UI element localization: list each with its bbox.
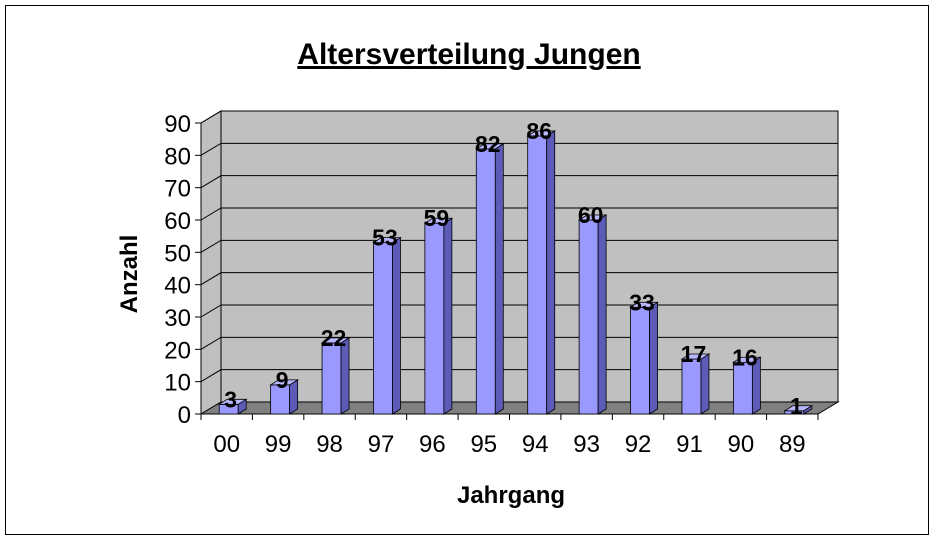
bar-top [269,379,300,386]
data-label: 3 [224,386,237,412]
gridline [200,175,838,189]
bar-top [217,398,248,405]
x-tick-label: 90 [728,431,755,458]
bar-top [783,405,814,412]
bar [372,236,402,415]
y-axis: 0 10 20 30 40 50 60 70 80 90 [164,111,202,429]
bar [217,398,248,415]
data-label: 33 [629,289,655,315]
chart-frame: 0 10 20 30 40 50 60 70 80 90 00 99 98 97 96 95 94 93 92 91… [5,5,929,535]
x-tick-label: 91 [676,431,703,458]
data-label: 53 [372,225,398,251]
data-label: 16 [732,344,758,370]
y-tick-label: 10 [164,370,191,397]
x-axis-title: Jahrgang [457,482,565,509]
bar [269,379,300,415]
y-tick-label: 60 [164,208,191,235]
bar-front [681,358,702,415]
bar-front [527,135,548,415]
bar-top [680,353,711,360]
bar [320,337,351,415]
bar-top [423,217,454,224]
bar-top [526,130,557,137]
x-tick-label: 99 [265,431,292,458]
y-tick-label: 80 [164,143,191,170]
bar-side [494,143,504,415]
bar-side [289,379,299,415]
data-label: 86 [526,118,552,144]
bar-front [630,306,650,415]
bar-top [474,143,505,150]
bar-front [578,219,599,415]
bar [577,214,608,415]
y-axis-title: Anzahl [116,235,143,314]
side-wall [200,110,222,415]
bar-front [475,148,496,415]
bar-side [392,236,401,415]
bar-front [373,242,393,415]
bar-top [372,237,402,244]
bar-top [577,214,608,221]
data-label: 60 [578,202,604,228]
x-tick-label: 89 [779,431,806,458]
data-label: 82 [475,131,501,157]
x-tick-label: 98 [316,431,343,458]
data-labels: 3 9 22 53 59 82 86 60 33 17 16 1 [224,118,803,419]
x-tick-label: 97 [368,431,395,458]
x-tick-label: 00 [213,431,240,458]
bar [423,217,454,415]
x-tick-label: 94 [522,431,549,458]
bars [217,130,814,415]
gridline [200,272,838,286]
data-label: 9 [276,367,289,393]
x-tick-label: 95 [470,431,497,458]
bar [474,143,505,415]
data-label: 1 [790,393,803,419]
x-axis: 00 99 98 97 96 95 94 93 92 91 90 89 [200,413,819,458]
bar [629,301,659,415]
data-label: 59 [424,205,450,231]
x-tick-label: 93 [573,431,600,458]
bar-front [424,222,445,415]
bar-top [731,356,762,363]
y-tick-label: 50 [164,240,191,267]
y-tick-label: 0 [178,402,191,429]
y-tick-label: 40 [164,273,191,300]
gridlines [200,110,838,383]
y-tick-label: 70 [164,176,191,203]
gridline [200,110,838,124]
gridline [200,207,838,221]
bar-side [546,130,556,415]
data-label: 17 [681,341,707,367]
x-tick-label: 96 [419,431,446,458]
bar-side [443,217,453,415]
bar-side [597,214,607,415]
y-tick-label: 30 [164,305,191,332]
x-tick-label: 92 [625,431,652,458]
bar-side [649,301,658,415]
bar [731,356,762,415]
gridline [200,239,838,253]
gridline [200,304,838,318]
gridline [200,142,838,156]
bar-top [629,301,659,308]
y-tick-label: 20 [164,337,191,364]
bar [783,405,814,415]
bar-front [321,342,342,415]
chart-title: Altersverteilung Jungen [297,38,640,71]
bar [680,353,711,415]
bar-top [320,337,351,344]
bar [526,130,557,415]
y-tick-label: 90 [164,111,191,138]
data-label: 22 [321,325,347,351]
